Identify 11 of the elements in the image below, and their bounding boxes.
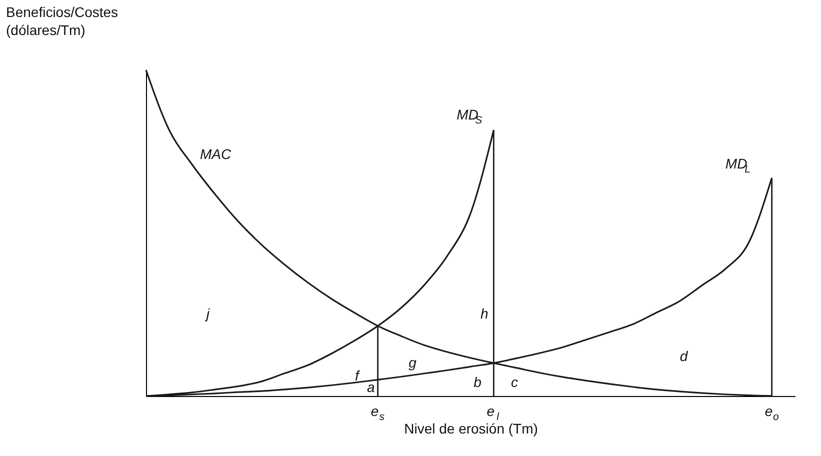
annotation: c [511,374,518,390]
annotation: a [366,378,375,395]
annotation: b [474,374,482,390]
annotation: f [354,367,361,384]
series-label: MAC [200,146,232,162]
annotation: h [480,306,489,322]
y-axis-title: Beneficios/Costes (dólares/Tm) [6,4,118,38]
annotation: d [680,348,689,364]
x-axis-title: Nivel de erosión (Tm) [404,420,538,436]
annotation: g [408,354,417,370]
annotation: j [204,306,210,322]
